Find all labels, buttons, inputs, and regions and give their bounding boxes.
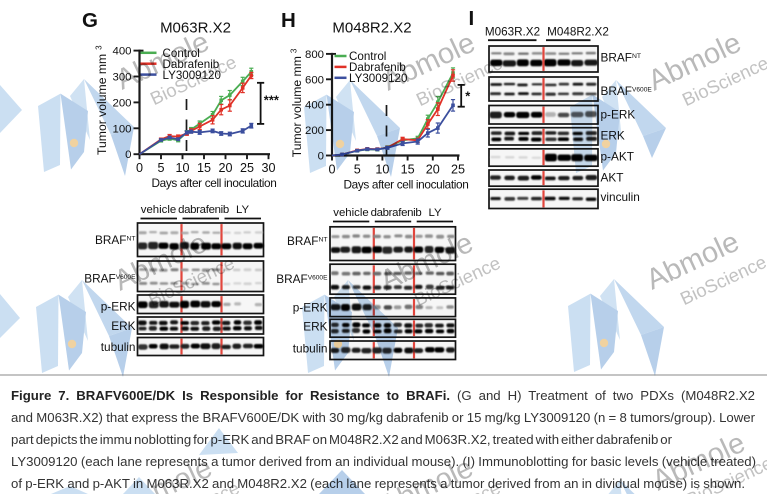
svg-text:Control: Control xyxy=(163,47,200,60)
svg-text:H: H xyxy=(281,9,296,32)
svg-text:dabrafenib: dabrafenib xyxy=(178,204,229,216)
svg-text:I: I xyxy=(469,7,475,30)
svg-text:M063R.X2: M063R.X2 xyxy=(160,20,231,37)
svg-text:vehicle: vehicle xyxy=(141,204,176,216)
svg-text:20: 20 xyxy=(218,161,232,175)
svg-text:p-ERK: p-ERK xyxy=(293,300,328,314)
svg-text:BRAFNT: BRAFNT xyxy=(601,51,642,65)
svg-text:5: 5 xyxy=(354,163,361,177)
svg-text:5: 5 xyxy=(157,161,164,175)
svg-text:tubulin: tubulin xyxy=(293,341,328,355)
svg-text:100: 100 xyxy=(112,123,131,135)
svg-text:G: G xyxy=(82,9,98,32)
svg-text:M063R.X2: M063R.X2 xyxy=(485,26,540,39)
svg-text:200: 200 xyxy=(305,125,324,137)
svg-text:LY: LY xyxy=(428,207,441,219)
svg-text:800: 800 xyxy=(305,49,324,61)
svg-text:0: 0 xyxy=(328,163,335,177)
svg-text:BRAFV600E: BRAFV600E xyxy=(84,272,136,286)
svg-text:ERK: ERK xyxy=(111,319,135,333)
svg-text:M048R2.X2: M048R2.X2 xyxy=(547,26,609,39)
svg-text:LY3009120: LY3009120 xyxy=(349,72,407,85)
svg-text:AKT: AKT xyxy=(601,171,624,185)
svg-text:BRAFNT: BRAFNT xyxy=(95,233,136,247)
svg-text:0: 0 xyxy=(125,149,131,161)
svg-text:Dabrafenib: Dabrafenib xyxy=(163,58,220,71)
svg-text:600: 600 xyxy=(305,74,324,86)
svg-text:***: *** xyxy=(264,93,279,108)
svg-text:20: 20 xyxy=(426,163,440,177)
svg-text:LY: LY xyxy=(236,204,249,216)
svg-text:Tumor volume mm: Tumor volume mm xyxy=(95,54,109,155)
svg-text:25: 25 xyxy=(451,163,465,177)
svg-text:LY3009120: LY3009120 xyxy=(163,69,221,82)
svg-text:tubulin: tubulin xyxy=(101,340,136,354)
svg-text:M048R2.X2: M048R2.X2 xyxy=(332,20,411,37)
svg-text:vinculin: vinculin xyxy=(601,190,640,204)
svg-text:300: 300 xyxy=(112,72,131,84)
svg-text:Tumor volume mm: Tumor volume mm xyxy=(290,56,304,157)
svg-text:3: 3 xyxy=(290,48,299,53)
svg-text:15: 15 xyxy=(401,163,415,177)
svg-text:BRAFNT: BRAFNT xyxy=(287,234,328,248)
svg-text:Days after cell inoculation: Days after cell inoculation xyxy=(344,177,469,191)
svg-text:vehicle: vehicle xyxy=(333,207,368,219)
svg-text:10: 10 xyxy=(175,161,189,175)
svg-text:*: * xyxy=(465,89,470,104)
svg-text:400: 400 xyxy=(305,100,324,112)
svg-text:BRAFV600E: BRAFV600E xyxy=(276,272,328,286)
svg-text:200: 200 xyxy=(112,97,131,109)
svg-text:10: 10 xyxy=(375,163,389,177)
svg-text:dabrafenib: dabrafenib xyxy=(371,207,422,219)
svg-text:400: 400 xyxy=(112,46,131,58)
svg-text:p-ERK: p-ERK xyxy=(101,299,136,313)
svg-text:p-ERK: p-ERK xyxy=(601,108,636,122)
svg-text:15: 15 xyxy=(197,161,211,175)
svg-text:BRAFV600E: BRAFV600E xyxy=(601,84,653,98)
svg-text:30: 30 xyxy=(261,161,275,175)
svg-text:0: 0 xyxy=(318,151,324,163)
svg-text:ERK: ERK xyxy=(303,320,327,334)
svg-text:Dabrafenib: Dabrafenib xyxy=(349,61,406,74)
svg-text:3: 3 xyxy=(95,45,104,50)
svg-text:25: 25 xyxy=(240,161,254,175)
svg-text:Days after cell inoculation: Days after cell inoculation xyxy=(152,176,277,190)
svg-text:ERK: ERK xyxy=(601,129,625,143)
svg-text:Control: Control xyxy=(349,50,386,63)
svg-text:0: 0 xyxy=(136,161,143,175)
svg-text:p-AKT: p-AKT xyxy=(601,150,634,164)
